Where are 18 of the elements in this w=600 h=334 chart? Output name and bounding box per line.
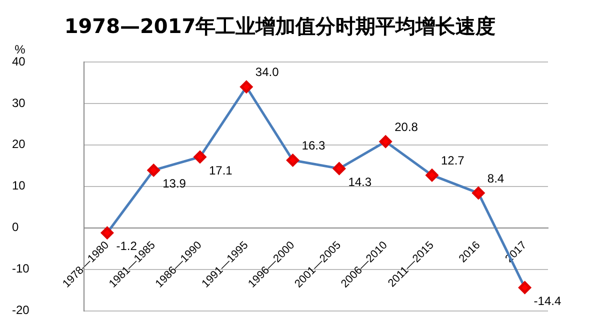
y-tick-label: 20 [12,137,26,152]
y-tick-label: -10 [12,262,30,276]
text: -14.4 [534,294,562,308]
y-tick-label: -20 [12,303,30,318]
y-tick-label: 30 [12,96,26,110]
y-tick-label: 10 [12,178,26,193]
text: 17.1 [209,163,232,178]
text: 12.7 [441,154,464,168]
text: 34.0 [255,65,279,80]
text: 16.3 [302,138,326,153]
text: 14.3 [348,174,372,189]
y-tick-label: 40 [12,54,26,68]
chart-title: 1978—2017年工业增加值分时期平均增长速度 [64,14,496,38]
y-axis-title: % [14,42,26,56]
text: 13.9 [162,176,186,191]
y-tick-label: 0 [12,220,19,234]
text: 20.8 [394,120,418,134]
text: 8.4 [487,171,504,186]
